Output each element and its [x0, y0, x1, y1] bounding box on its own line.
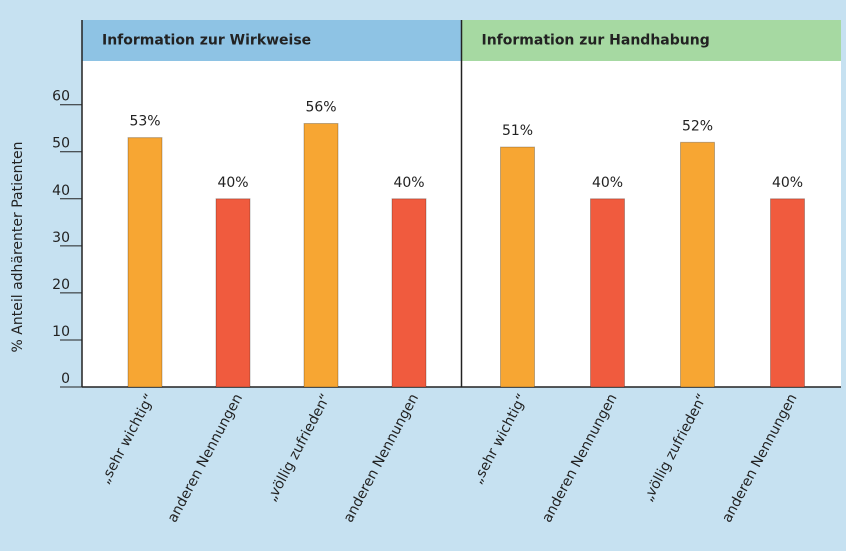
bar [215, 198, 251, 388]
bar [680, 141, 715, 388]
value-label: 56% [305, 100, 336, 116]
value-label: 40% [217, 175, 248, 191]
bar [127, 137, 163, 388]
y-axis-label: % Anteil adhärenter Patienten [10, 142, 26, 353]
bar [590, 198, 625, 388]
value-label: 40% [393, 175, 424, 191]
value-label: 52% [682, 118, 713, 134]
y-tick-label: 20 [52, 277, 70, 293]
bar [770, 198, 805, 388]
y-tick-label: 50 [52, 136, 70, 152]
value-label: 51% [502, 123, 533, 139]
group-header [82, 20, 462, 61]
y-tick-label: 0 [61, 371, 70, 387]
y-tick-label: 10 [52, 324, 70, 340]
group-label: Information zur Wirkweise [102, 33, 311, 49]
value-label: 40% [592, 175, 623, 191]
value-label: 53% [129, 114, 160, 130]
y-tick-label: 60 [52, 89, 70, 105]
y-tick-label: 30 [52, 230, 70, 246]
value-label: 40% [772, 175, 803, 191]
y-tick-label: 40 [52, 183, 70, 199]
group-header [461, 20, 841, 61]
bar [391, 198, 427, 388]
bar [303, 123, 339, 388]
bar [500, 146, 535, 388]
group-label: Information zur Handhabung [482, 33, 710, 49]
